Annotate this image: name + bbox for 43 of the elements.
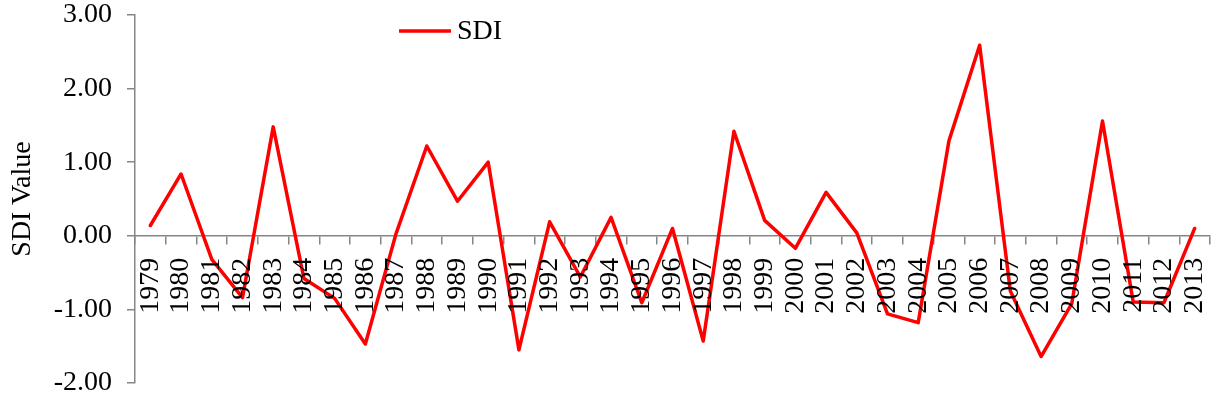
x-tick-label: 1997 — [685, 257, 717, 314]
x-tick-label: 1999 — [747, 257, 778, 314]
x-tick-label: 2010 — [1084, 257, 1116, 314]
y-tick-label: -1.00 — [53, 291, 112, 323]
x-tick-label: 1989 — [439, 257, 471, 314]
x-tick-label: 1990 — [470, 257, 502, 314]
x-tick-label: 2002 — [839, 257, 871, 314]
x-tick-label: 1986 — [347, 257, 379, 314]
x-tick-label: 1981 — [194, 257, 226, 314]
x-tick-label: 2013 — [1177, 257, 1208, 314]
x-tick-label: 2000 — [777, 257, 809, 314]
x-tick-label: 2006 — [962, 257, 993, 314]
x-tick-label: 1991 — [501, 257, 533, 314]
x-tick-label: 1988 — [409, 257, 441, 314]
x-tick-label: 1995 — [624, 257, 656, 314]
y-tick-label: 0.00 — [63, 218, 112, 250]
x-tick-label: 2011 — [1115, 257, 1147, 313]
x-tick-label: 1979 — [132, 257, 164, 314]
x-tick-label: 1996 — [654, 257, 686, 314]
legend-label: SDI — [457, 14, 503, 46]
x-tick-label: 2008 — [1023, 257, 1055, 314]
x-tick-label: 1993 — [562, 257, 594, 314]
y-tick-label: 3.00 — [63, 0, 112, 29]
x-tick-label: 2007 — [992, 257, 1024, 314]
x-tick-label: 2005 — [931, 257, 963, 314]
x-tick-label: 2001 — [808, 257, 840, 314]
x-tick-label: 1992 — [532, 257, 563, 314]
x-tick-label: 1984 — [286, 257, 318, 314]
x-tick-label: 2003 — [869, 257, 901, 314]
x-tick-label: 1998 — [716, 257, 748, 314]
x-tick-label: 1980 — [163, 257, 195, 314]
y-axis-title: SDI Value — [5, 141, 37, 257]
x-tick-label: 1987 — [378, 257, 410, 314]
x-tick-label: 2004 — [900, 257, 932, 314]
x-tick-label: 1994 — [593, 257, 625, 314]
y-tick-label: 1.00 — [63, 144, 112, 176]
y-tick-label: -2.00 — [53, 365, 112, 397]
y-tick-label: 2.00 — [63, 70, 112, 102]
x-tick-label: 1983 — [255, 257, 287, 314]
x-tick-label: 1982 — [224, 257, 256, 314]
x-tick-label: 2012 — [1146, 257, 1178, 314]
x-tick-label: 2009 — [1054, 257, 1086, 314]
x-tick-label: 1985 — [317, 257, 348, 314]
